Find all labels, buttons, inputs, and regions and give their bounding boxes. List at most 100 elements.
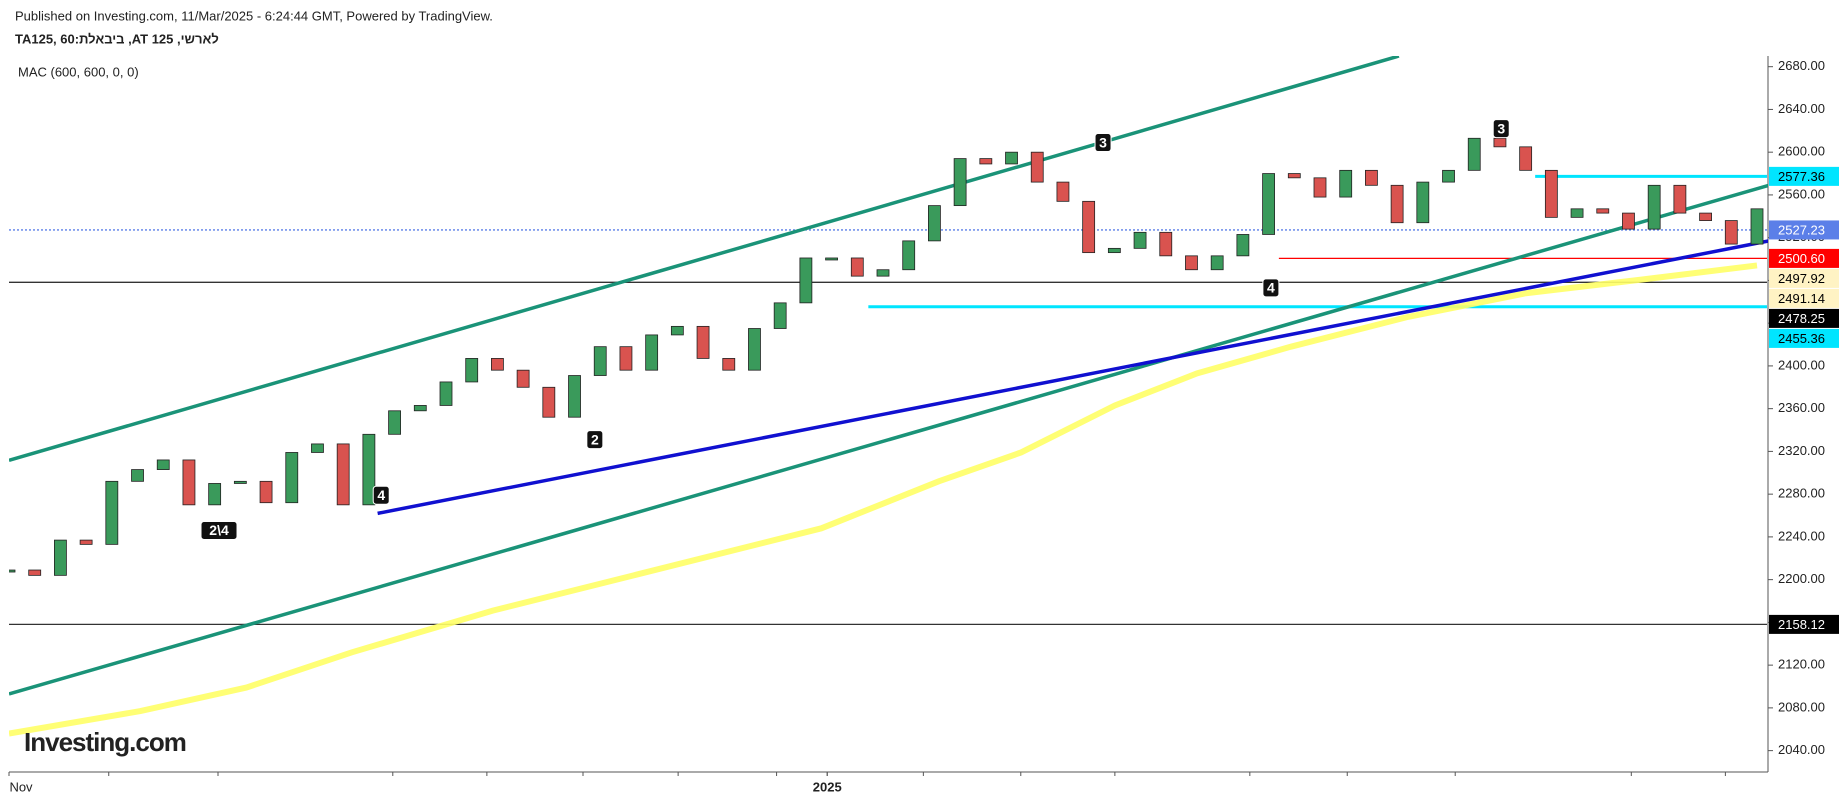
price-label: 2500.60 — [1778, 251, 1825, 266]
candle — [1416, 181, 1430, 224]
wave-badge — [1492, 119, 1510, 139]
candle — [1236, 234, 1250, 257]
candle — [1467, 137, 1481, 171]
candle — [1673, 184, 1687, 214]
wave-label: 4 — [1267, 280, 1275, 296]
candle — [208, 483, 222, 506]
candle — [1750, 208, 1764, 245]
y-tick-label: 2360.00 — [1778, 400, 1825, 415]
price-label: 2527.23 — [1778, 222, 1825, 237]
price-label-box — [1769, 268, 1839, 288]
wave-badge — [1094, 133, 1112, 153]
candle — [593, 346, 607, 376]
y-tick-label: 2400.00 — [1778, 357, 1825, 372]
plot-area — [9, 56, 1768, 737]
candle — [1133, 231, 1147, 249]
candle — [1493, 137, 1507, 148]
price-label: 2478.25 — [1778, 311, 1825, 326]
price-label: 2497.92 — [1778, 271, 1825, 286]
y-tick-label: 2080.00 — [1778, 699, 1825, 714]
price-label-box — [1769, 166, 1839, 186]
y-tick-label: 2600.00 — [1778, 144, 1825, 159]
candle — [619, 346, 633, 371]
candle — [825, 257, 838, 261]
candle — [1056, 181, 1070, 202]
candle — [156, 459, 170, 470]
wave-label: 3 — [1497, 120, 1505, 136]
candle — [1159, 231, 1173, 257]
price-label-box — [1769, 328, 1839, 348]
candle — [1210, 255, 1224, 271]
wave-label: 4 — [377, 487, 385, 503]
candle — [105, 480, 119, 545]
candle — [388, 410, 401, 435]
trend-line — [377, 239, 1768, 516]
candle — [28, 569, 42, 576]
price-label-box — [1769, 614, 1839, 634]
indicator: MAC (600, 600, 0, 0) — [18, 64, 139, 79]
y-tick-label: 2640.00 — [1778, 101, 1825, 116]
wave-label: 3 — [1099, 134, 1107, 150]
candle — [1570, 208, 1584, 218]
candle — [1185, 255, 1198, 271]
candle — [1699, 212, 1712, 221]
candle — [9, 569, 16, 573]
candle — [79, 539, 93, 545]
candle — [182, 459, 196, 506]
candle — [311, 443, 324, 453]
candle — [1082, 200, 1096, 254]
candle — [233, 480, 247, 484]
y-tick-label: 2280.00 — [1778, 486, 1825, 501]
wave-label: 2 — [591, 431, 599, 447]
y-tick-label: 2240.00 — [1778, 528, 1825, 543]
price-label-box — [1769, 288, 1839, 308]
trend-line — [9, 56, 1400, 463]
candle — [1544, 169, 1558, 218]
candle — [979, 158, 993, 165]
price-label: 2455.36 — [1778, 331, 1825, 346]
candle — [850, 257, 864, 277]
candle — [953, 158, 967, 207]
price-label: 2491.14 — [1778, 291, 1825, 306]
y-tick-label: 2560.00 — [1778, 186, 1825, 201]
candle — [1287, 173, 1301, 179]
logo: Investing.com — [24, 727, 186, 757]
y-tick-label: 2320.00 — [1778, 443, 1825, 458]
candle — [1365, 169, 1378, 186]
candle — [568, 375, 581, 418]
price-label-box — [1769, 248, 1839, 268]
candle — [1005, 151, 1018, 165]
candle — [748, 328, 761, 371]
wave-label: 2\4 — [209, 522, 229, 538]
y-tick-label: 2120.00 — [1778, 657, 1825, 672]
candle — [465, 358, 479, 383]
candle — [1647, 184, 1661, 230]
y-tick-label: 2680.00 — [1778, 58, 1825, 73]
candle — [1339, 169, 1353, 198]
trend-line — [9, 183, 1768, 696]
x-tick-label: 2025 — [813, 779, 842, 794]
published-note: Published on Investing.com, 11/Mar/2025 … — [15, 8, 493, 23]
candle — [1724, 220, 1738, 245]
moving-average — [9, 262, 1758, 737]
candle — [773, 302, 787, 329]
candle — [439, 381, 453, 406]
candle — [902, 240, 916, 271]
y-tick-label: 2040.00 — [1778, 742, 1825, 757]
candle — [54, 539, 67, 576]
x-tick-label: Nov — [9, 779, 33, 794]
candle — [1442, 169, 1455, 183]
price-label: 2577.36 — [1778, 169, 1825, 184]
candle — [645, 334, 659, 371]
candle — [336, 443, 350, 506]
candle — [1262, 173, 1275, 235]
wave-badge — [1262, 278, 1280, 298]
candle — [516, 369, 530, 388]
candle — [1030, 151, 1044, 183]
candle — [722, 358, 736, 371]
candle — [928, 205, 941, 242]
candle — [1107, 247, 1121, 254]
price-label-box — [1769, 220, 1839, 240]
